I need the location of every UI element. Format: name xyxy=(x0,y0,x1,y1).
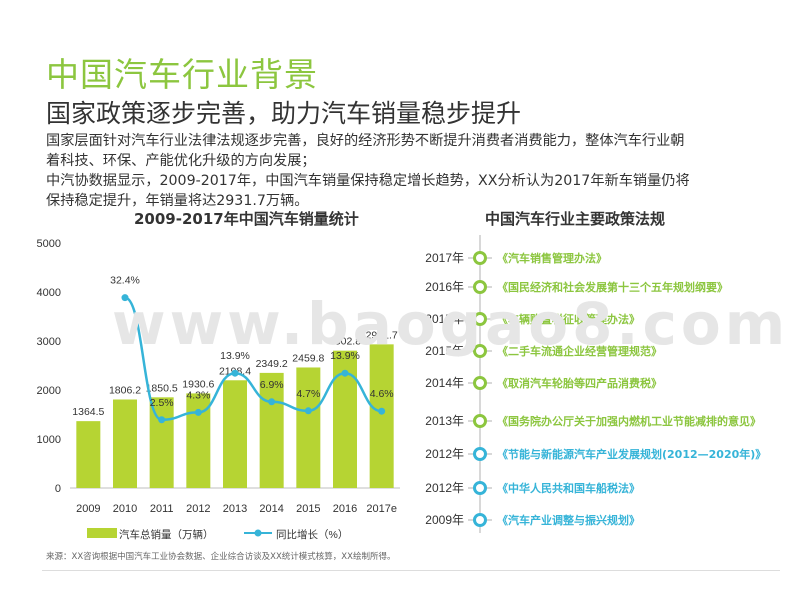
sales-bar-label: 2459.8 xyxy=(292,352,324,364)
y-tick-label: 5000 xyxy=(37,238,61,250)
page-subtitle: 国家政策逐步完善，助力汽车销量稳步提升 xyxy=(46,99,522,128)
timeline-node xyxy=(473,513,487,527)
footer-divider xyxy=(42,570,780,571)
legend-bar-label: 汽车总销量（万辆） xyxy=(119,528,214,541)
sales-bar xyxy=(369,344,394,488)
timeline-node xyxy=(473,251,487,265)
growth-label: 32.4% xyxy=(110,275,140,287)
y-tick-label: 4000 xyxy=(37,287,61,299)
sales-bar xyxy=(296,367,321,488)
timeline-policy: 《国务院办公厅关于加强内燃机工业节能减排的意见》 xyxy=(497,414,761,428)
intro-line-2: 着科技、环保、产能优化升级的方向发展； xyxy=(46,153,316,169)
timeline-node xyxy=(473,280,487,294)
timeline-node xyxy=(473,414,487,428)
growth-label: 2.5% xyxy=(150,397,174,409)
growth-label: 13.9% xyxy=(220,350,250,362)
sales-bar xyxy=(76,421,101,488)
timeline-year: 2016年 xyxy=(425,280,464,294)
x-tick-label: 2010 xyxy=(113,503,137,515)
sales-bar-label: 1850.5 xyxy=(146,382,178,394)
growth-label: 4.6% xyxy=(370,388,394,400)
sales-bar-label: 2931.7 xyxy=(366,329,398,341)
sales-bar-label: 1364.5 xyxy=(72,406,104,418)
sales-bar-label: 1806.2 xyxy=(109,384,141,396)
timeline-year: 2009年 xyxy=(425,513,464,527)
timeline-year: 2012年 xyxy=(425,481,464,495)
timeline-policy: 《二手车流通企业经营管理规范》 xyxy=(497,344,662,358)
growth-point xyxy=(231,369,239,377)
intro-paragraph-1: 国家层面针对汽车行业法律法规逐步完善，良好的经济形势不断提升消费者消费能力，整体… xyxy=(46,131,786,171)
legend-line-label: 同比增长（%） xyxy=(276,528,348,541)
growth-point xyxy=(121,294,129,302)
x-tick-label: 2015 xyxy=(296,503,320,515)
growth-point xyxy=(194,408,202,416)
x-tick-label: 2013 xyxy=(223,503,247,515)
sales-bar-label: 2802.8 xyxy=(329,336,361,348)
timeline-year: 2017年 xyxy=(425,251,464,265)
sales-bar xyxy=(223,380,247,488)
x-tick-label: 2016 xyxy=(333,503,357,515)
sales-bar xyxy=(259,372,284,488)
sales-bar-label: 1930.6 xyxy=(182,378,214,390)
timeline-year: 2015年 xyxy=(425,312,464,326)
x-tick-label: 2012 xyxy=(186,503,210,515)
timeline-policy: 《汽车销售管理办法》 xyxy=(497,251,607,265)
growth-point xyxy=(341,369,349,377)
x-tick-label: 2009 xyxy=(76,503,100,515)
x-tick-label: 2011 xyxy=(150,503,174,515)
timeline-policy: 《国民经济和社会发展第十三个五年规划纲要》 xyxy=(497,280,728,294)
timeline-node xyxy=(473,344,487,358)
y-tick-label: 2000 xyxy=(37,385,61,397)
timeline-node xyxy=(473,447,487,461)
timeline-policy: 《车辆购置税征收管理办法》 xyxy=(497,312,640,326)
growth-label: 4.3% xyxy=(186,389,210,401)
timeline-year: 2012年 xyxy=(425,447,464,461)
timeline-policy: 《取消汽车轮胎等四产品消费税》 xyxy=(497,376,662,390)
page-title: 中国汽车行业背景 xyxy=(46,55,318,94)
timeline-node xyxy=(473,481,487,495)
growth-point xyxy=(378,407,386,415)
sales-bar xyxy=(113,399,137,488)
watermark: www.baogao8.com xyxy=(112,290,790,358)
growth-label: 4.7% xyxy=(296,388,320,400)
timeline-node xyxy=(473,376,487,390)
policy-timeline-title: 中国汽车行业主要政策法规 xyxy=(485,210,666,228)
legend-bar-swatch xyxy=(87,528,117,538)
intro-paragraph-2: 中汽协数据显示，2009-2017年，中国汽车销量保持稳定增长趋势，XX分析认为… xyxy=(46,171,786,211)
growth-point xyxy=(304,407,312,415)
timeline-year: 2014年 xyxy=(425,376,464,390)
timeline-policy: 《中华人民共和国车船税法》 xyxy=(497,481,640,495)
timeline-node xyxy=(473,312,487,326)
intro-line-4: 保持稳定提升，年销量将达2931.7万辆。 xyxy=(46,193,309,209)
growth-label: 13.9% xyxy=(330,350,360,362)
sales-chart-title: 2009-2017年中国汽车销量统计 xyxy=(134,210,359,228)
y-tick-label: 0 xyxy=(55,483,61,495)
growth-point xyxy=(158,416,166,424)
source-note: 来源：XX咨询根据中国汽车工业协会数据、企业综合访谈及XX统计模式核算，XX绘制… xyxy=(46,552,396,562)
policy-timeline: 2017年 《汽车销售管理办法》 2016年 《国民经济和社会发展第十三个五年规划纲要… xyxy=(425,235,766,533)
timeline-year: 2015年 xyxy=(425,344,464,358)
y-tick-label: 3000 xyxy=(37,336,61,348)
sales-bar-label: 2349.2 xyxy=(256,358,288,370)
legend-line-marker xyxy=(254,529,262,537)
x-tick-label: 2014 xyxy=(259,503,283,515)
timeline-policy: 《汽车产业调整与振兴规划》 xyxy=(497,513,640,527)
growth-line xyxy=(124,296,382,422)
y-tick-label: 1000 xyxy=(37,434,61,446)
intro-line-3: 中汽协数据显示，2009-2017年，中国汽车销量保持稳定增长趋势，XX分析认为… xyxy=(46,173,690,189)
timeline-year: 2013年 xyxy=(425,414,464,428)
x-tick-label: 2017e xyxy=(366,503,397,515)
growth-label: 6.9% xyxy=(260,379,284,391)
sales-chart: 1364.51806.21850.51930.62198.42349.22459… xyxy=(37,238,400,541)
intro-line-1: 国家层面针对汽车行业法律法规逐步完善，良好的经济形势不断提升消费者消费能力，整体… xyxy=(46,133,685,149)
timeline-policy: 《节能与新能源汽车产业发展规划(2012—2020年)》 xyxy=(497,447,766,461)
growth-point xyxy=(268,398,276,406)
